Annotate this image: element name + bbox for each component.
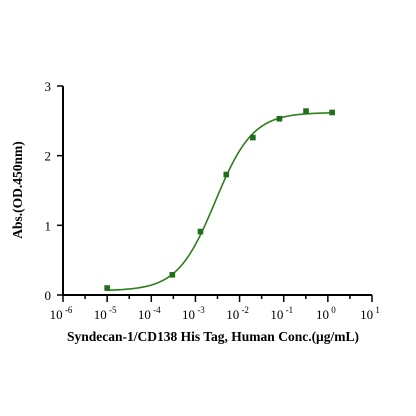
x-tick-label: 10 -4 (138, 305, 161, 322)
y-tick-label: 1 (45, 218, 52, 233)
x-tick-label: 10 0 (316, 305, 336, 322)
fit-curve (107, 112, 333, 292)
y-tick-label: 2 (45, 149, 52, 164)
data-point (303, 108, 309, 114)
y-tick-label: 3 (45, 79, 52, 94)
y-tick-label: 0 (45, 288, 52, 303)
x-tick-label: 10 -6 (50, 305, 73, 322)
x-tick-label: 10 1 (360, 305, 380, 322)
x-tick-label: 10 -3 (182, 305, 205, 322)
axes (62, 86, 372, 296)
x-tick-label: 10 -2 (226, 305, 249, 322)
data-point (276, 115, 283, 122)
data-point (104, 285, 110, 291)
data-point (169, 271, 176, 278)
data-point (197, 228, 204, 235)
ticks: 0 1 2 3 10 -6 10 -5 10 -4 10 -3 10 -2 10 -1 10 0 10… (45, 79, 380, 322)
data-point (250, 134, 256, 141)
x-tick-label: 10 -1 (270, 305, 293, 322)
x-tick-label: 10 -5 (94, 305, 117, 322)
data-points (104, 108, 335, 291)
data-point (223, 171, 230, 178)
y-axis-title: Abs.(OD.450nm) (10, 141, 25, 239)
data-point (329, 109, 335, 116)
x-axis-title: Syndecan-1/CD138 His Tag, Human Conc.(μg… (67, 329, 359, 344)
